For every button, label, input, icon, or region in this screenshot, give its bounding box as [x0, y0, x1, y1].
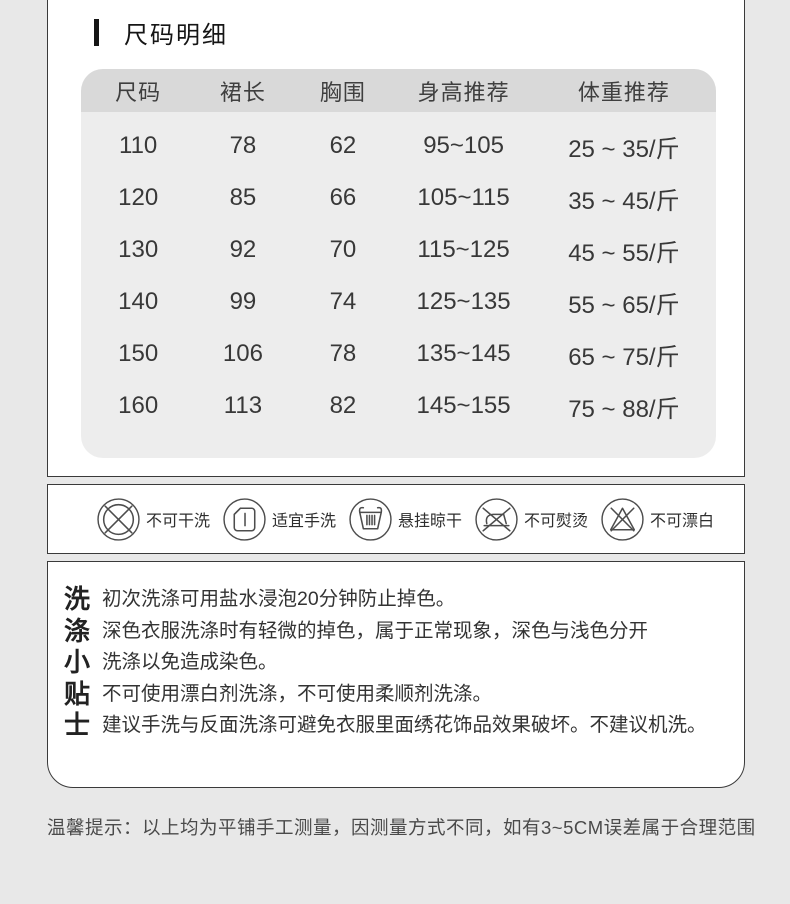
care-label: 不可漂白 [649, 513, 714, 530]
tip-line: 初次洗涤可用盐水浸泡20分钟防止掉色。 [102, 588, 456, 610]
vertical-label-char: 小 [63, 647, 90, 677]
table-row: 160 113 82 145~155 75 ~ 88/斤 [81, 380, 716, 432]
cell-bust: 70 [329, 236, 357, 263]
care-icons-panel: 不可干洗 适宜手洗 [47, 484, 745, 554]
care-icons-row: 不可干洗 适宜手洗 [48, 485, 744, 553]
column-header-bust: 胸围 [319, 79, 366, 105]
care-label: 悬挂晾干 [397, 513, 462, 530]
title-accent-bar [94, 19, 99, 46]
size-table-body: 110 78 62 95~105 25 ~ 35/斤 120 85 66 105… [81, 112, 716, 458]
cell-size: 150 [118, 340, 159, 367]
table-row: 130 92 70 115~125 45 ~ 55/斤 [81, 224, 716, 276]
care-label: 不可熨烫 [523, 513, 588, 530]
tip-line: 洗涤以免造成染色。 [102, 651, 278, 673]
tip-line: 不可使用漂白剂洗涤，不可使用柔顺剂洗涤。 [102, 682, 493, 705]
wash-tips: 洗 涤 小 贴 士 初次洗涤可用盐水浸泡20分钟防止掉色。 深色衣服洗涤时有轻微… [48, 562, 744, 742]
care-item-no-bleach: 不可漂白 [600, 497, 714, 542]
vertical-label-char: 涤 [63, 615, 90, 646]
hand-wash-icon [223, 497, 266, 541]
column-header-weight: 体重推荐 [577, 79, 670, 105]
wash-tips-text: 初次洗涤可用盐水浸泡20分钟防止掉色。 深色衣服洗涤时有轻微的掉色，属于正常现象… [102, 584, 707, 742]
vertical-label-char: 士 [63, 710, 90, 740]
cell-length: 113 [223, 392, 263, 419]
wash-tips-panel: 洗 涤 小 贴 士 初次洗涤可用盐水浸泡20分钟防止掉色。 深色衣服洗涤时有轻微… [47, 561, 745, 788]
cell-height: 135~145 [416, 340, 511, 367]
cell-height: 95~105 [423, 132, 504, 159]
tip-line: 深色衣服洗涤时有轻微的掉色，属于正常现象，深色与浅色分开 [102, 619, 649, 642]
no-dry-clean-icon [97, 497, 140, 541]
section-title: 尺码明细 [94, 15, 228, 50]
no-bleach-icon [601, 497, 644, 541]
cell-size: 160 [118, 392, 159, 419]
cell-size: 140 [118, 288, 159, 315]
size-table-header-row: 尺码 裙长 胸围 身高推荐 体重推荐 [81, 69, 716, 112]
table-row: 120 85 66 105~115 35 ~ 45/斤 [81, 172, 716, 224]
cell-size: 130 [118, 236, 159, 263]
cell-length: 78 [229, 132, 257, 159]
column-header-length: 裙长 [219, 79, 266, 105]
table-row: 140 99 74 125~135 55 ~ 65/斤 [81, 276, 716, 328]
vertical-label-char: 洗 [63, 584, 90, 614]
cell-bust: 74 [329, 288, 357, 315]
care-item-hand-wash: 适宜手洗 [222, 497, 336, 542]
cell-bust: 66 [329, 184, 357, 211]
care-label: 不可干洗 [146, 513, 211, 530]
cell-height: 115~125 [417, 236, 510, 263]
cell-weight: 55 ~ 65/斤 [568, 291, 680, 319]
column-header-size: 尺码 [115, 79, 162, 105]
cell-weight: 65 ~ 75/斤 [568, 343, 680, 371]
size-chart-panel: 尺码明细 尺码 裙长 胸围 身高推荐 体重推荐 110 78 62 95~105… [47, 0, 745, 477]
measurement-disclaimer: 温馨提示：以上均为平铺手工测量，因测量方式不同，如有3~5CM误差属于合理范围 [47, 817, 756, 838]
cell-bust: 62 [329, 132, 357, 159]
hang-dry-icon [349, 497, 392, 541]
table-row: 150 106 78 135~145 65 ~ 75/斤 [81, 328, 716, 380]
cell-weight: 35 ~ 45/斤 [568, 187, 680, 215]
cell-height: 125~135 [416, 288, 511, 315]
table-row: 110 78 62 95~105 25 ~ 35/斤 [81, 120, 716, 172]
cell-length: 106 [222, 340, 263, 367]
care-item-no-iron: 不可熨烫 [474, 497, 588, 542]
section-title-label: 尺码明细 [124, 22, 228, 49]
cell-weight: 45 ~ 55/斤 [568, 239, 680, 267]
tip-line: 建议手洗与反面洗涤可避免衣服里面绣花饰品效果破坏。不建议机洗。 [102, 714, 707, 736]
cell-bust: 82 [329, 392, 357, 419]
care-label: 适宜手洗 [271, 513, 336, 530]
no-iron-icon [475, 497, 518, 541]
vertical-label-char: 贴 [63, 678, 90, 709]
wash-tips-vertical-label: 洗 涤 小 贴 士 [56, 584, 98, 742]
cell-length: 85 [229, 184, 257, 211]
cell-size: 110 [119, 132, 158, 159]
cell-bust: 78 [329, 340, 357, 367]
cell-height: 105~115 [417, 184, 510, 211]
cell-weight: 25 ~ 35/斤 [568, 135, 680, 163]
cell-length: 92 [229, 236, 257, 263]
cell-size: 120 [118, 184, 159, 211]
cell-length: 99 [229, 288, 257, 315]
cell-height: 145~155 [416, 392, 511, 419]
column-header-height: 身高推荐 [417, 79, 510, 105]
cell-weight: 75 ~ 88/斤 [568, 395, 680, 423]
size-table: 尺码 裙长 胸围 身高推荐 体重推荐 110 78 62 95~105 25 ~… [81, 69, 716, 458]
care-item-hang-dry: 悬挂晾干 [348, 497, 462, 542]
care-item-no-dry-clean: 不可干洗 [96, 497, 210, 542]
